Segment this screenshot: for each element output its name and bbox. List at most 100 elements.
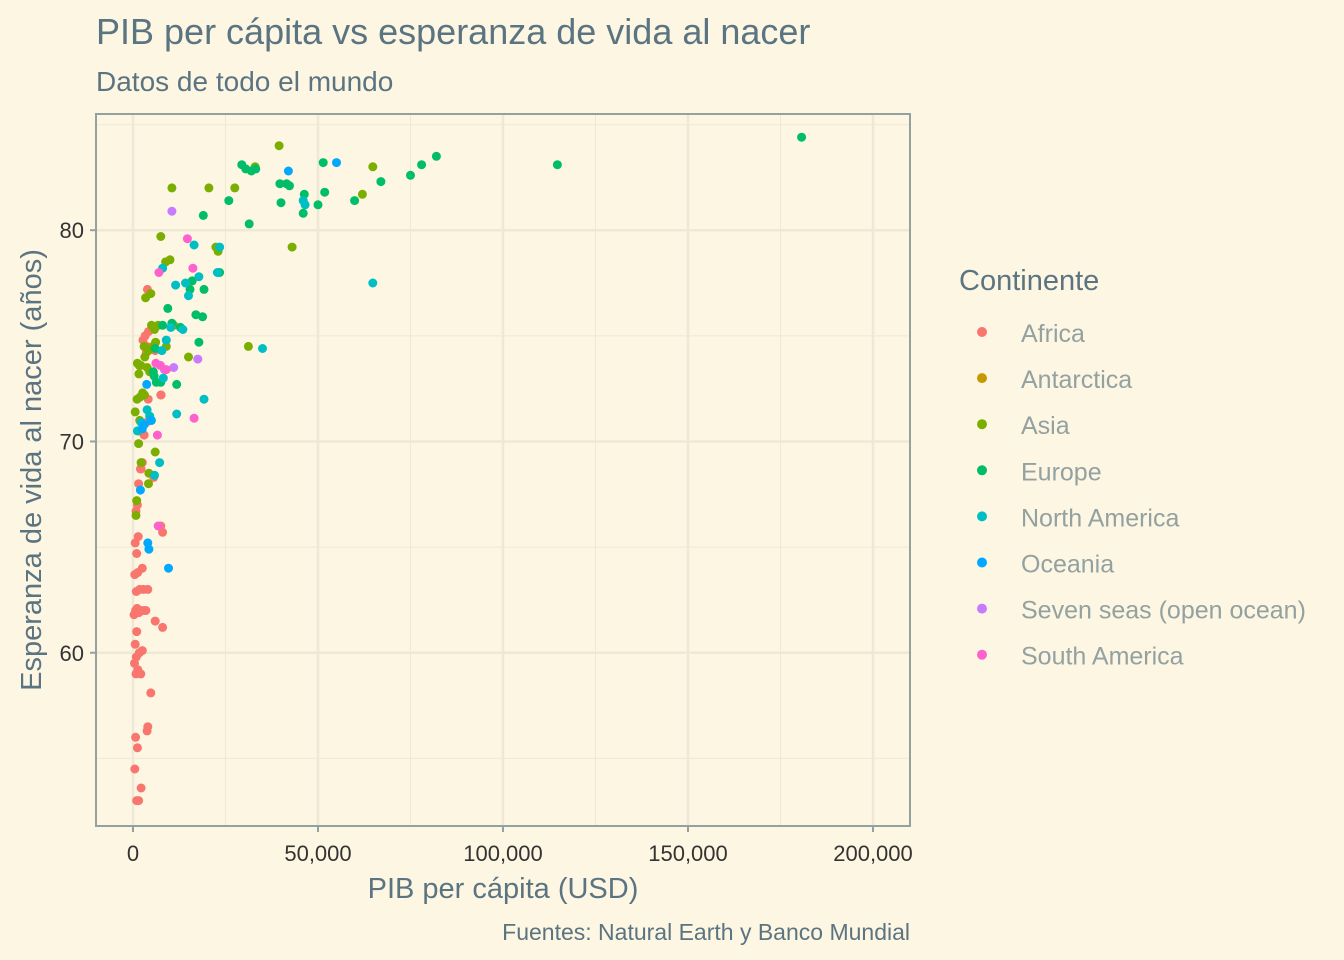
- data-point: [287, 242, 297, 252]
- data-point: [184, 291, 193, 301]
- x-tick-label: 150,000: [648, 841, 728, 866]
- data-point: [136, 458, 146, 468]
- data-point: [169, 363, 179, 372]
- data-point: [154, 268, 164, 277]
- data-point: [161, 335, 171, 345]
- legend-label: South America: [1021, 643, 1184, 671]
- data-point: [130, 764, 140, 774]
- data-point: [143, 722, 153, 732]
- x-tick-label: 200,000: [833, 841, 913, 866]
- data-point: [194, 337, 204, 347]
- data-point: [158, 373, 168, 383]
- data-point: [194, 272, 204, 282]
- data-point: [357, 189, 367, 199]
- data-point: [188, 263, 198, 273]
- data-point: [152, 430, 162, 440]
- data-point: [132, 627, 142, 637]
- legend-label: Oceania: [1021, 551, 1114, 579]
- data-point: [274, 141, 284, 151]
- data-point: [368, 162, 378, 172]
- data-point: [143, 584, 153, 594]
- data-point: [215, 242, 225, 252]
- data-point: [137, 646, 147, 656]
- legend-title: Continente: [959, 265, 1099, 297]
- legend-label: Africa: [1021, 320, 1085, 348]
- data-point: [135, 485, 145, 495]
- data-point: [431, 151, 441, 161]
- legend-key: [977, 557, 987, 568]
- data-point: [146, 688, 156, 698]
- legend-key: [977, 373, 987, 384]
- data-point: [136, 669, 146, 679]
- data-point: [193, 354, 203, 364]
- data-point: [137, 563, 147, 573]
- data-point: [171, 280, 181, 290]
- data-point: [150, 616, 160, 626]
- data-point: [136, 783, 146, 793]
- data-point: [376, 177, 386, 187]
- data-point: [161, 365, 171, 375]
- data-point: [146, 289, 156, 299]
- data-point: [332, 158, 341, 168]
- data-point: [131, 510, 141, 520]
- data-point: [368, 278, 378, 288]
- y-axis-ticks: 60 70 80: [60, 218, 96, 666]
- data-point: [142, 379, 152, 389]
- data-point: [133, 532, 143, 542]
- data-point: [130, 407, 140, 417]
- data-point: [134, 796, 144, 806]
- data-point: [155, 458, 165, 468]
- data-point: [167, 183, 177, 193]
- data-point: [136, 464, 146, 474]
- grid-lines: [96, 114, 910, 826]
- data-point: [130, 639, 140, 649]
- data-point: [139, 420, 149, 430]
- data-point: [181, 278, 190, 288]
- y-tick-label: 80: [60, 218, 84, 243]
- data-point: [140, 390, 149, 400]
- data-point: [212, 268, 222, 277]
- data-point: [797, 132, 807, 142]
- x-tick-label: 50,000: [284, 841, 351, 866]
- data-point: [132, 549, 142, 558]
- data-point: [150, 447, 160, 457]
- data-point: [318, 158, 328, 168]
- legend-key: [977, 419, 987, 430]
- legend-key: [977, 603, 987, 614]
- data-point: [189, 240, 199, 250]
- data-point: [198, 210, 208, 220]
- data-point: [134, 360, 144, 370]
- x-axis-ticks: 0 50,000 100,000 150,000 200,000: [127, 826, 913, 866]
- data-point: [244, 219, 254, 229]
- data-point: [167, 206, 177, 216]
- data-point: [552, 160, 562, 170]
- data-points: [129, 132, 807, 806]
- data-point: [298, 208, 308, 218]
- data-point: [158, 320, 168, 330]
- data-point: [258, 344, 267, 353]
- data-point: [275, 179, 285, 189]
- data-point: [276, 198, 286, 208]
- data-point: [131, 732, 141, 742]
- data-point: [132, 496, 142, 506]
- data-point: [243, 341, 253, 351]
- data-point: [204, 183, 214, 193]
- data-point: [417, 160, 427, 170]
- legend-label: Antarctica: [1021, 366, 1132, 394]
- data-point: [182, 234, 192, 244]
- y-tick-label: 60: [60, 641, 84, 666]
- data-point: [158, 622, 168, 632]
- data-point: [157, 346, 167, 356]
- data-point: [199, 394, 209, 404]
- data-point: [134, 439, 144, 449]
- legend-key: [977, 511, 987, 522]
- legend-label: Europe: [1021, 458, 1102, 486]
- legend-label: Asia: [1021, 412, 1070, 440]
- data-point: [156, 390, 166, 400]
- x-tick-label: 0: [127, 841, 139, 866]
- data-point: [184, 352, 193, 362]
- chart-title: PIB per cápita vs esperanza de vida al n…: [96, 11, 810, 52]
- y-axis-title: Esperanza de vida al nacer (años): [16, 249, 48, 691]
- data-point: [141, 606, 151, 615]
- legend-key: [977, 327, 987, 337]
